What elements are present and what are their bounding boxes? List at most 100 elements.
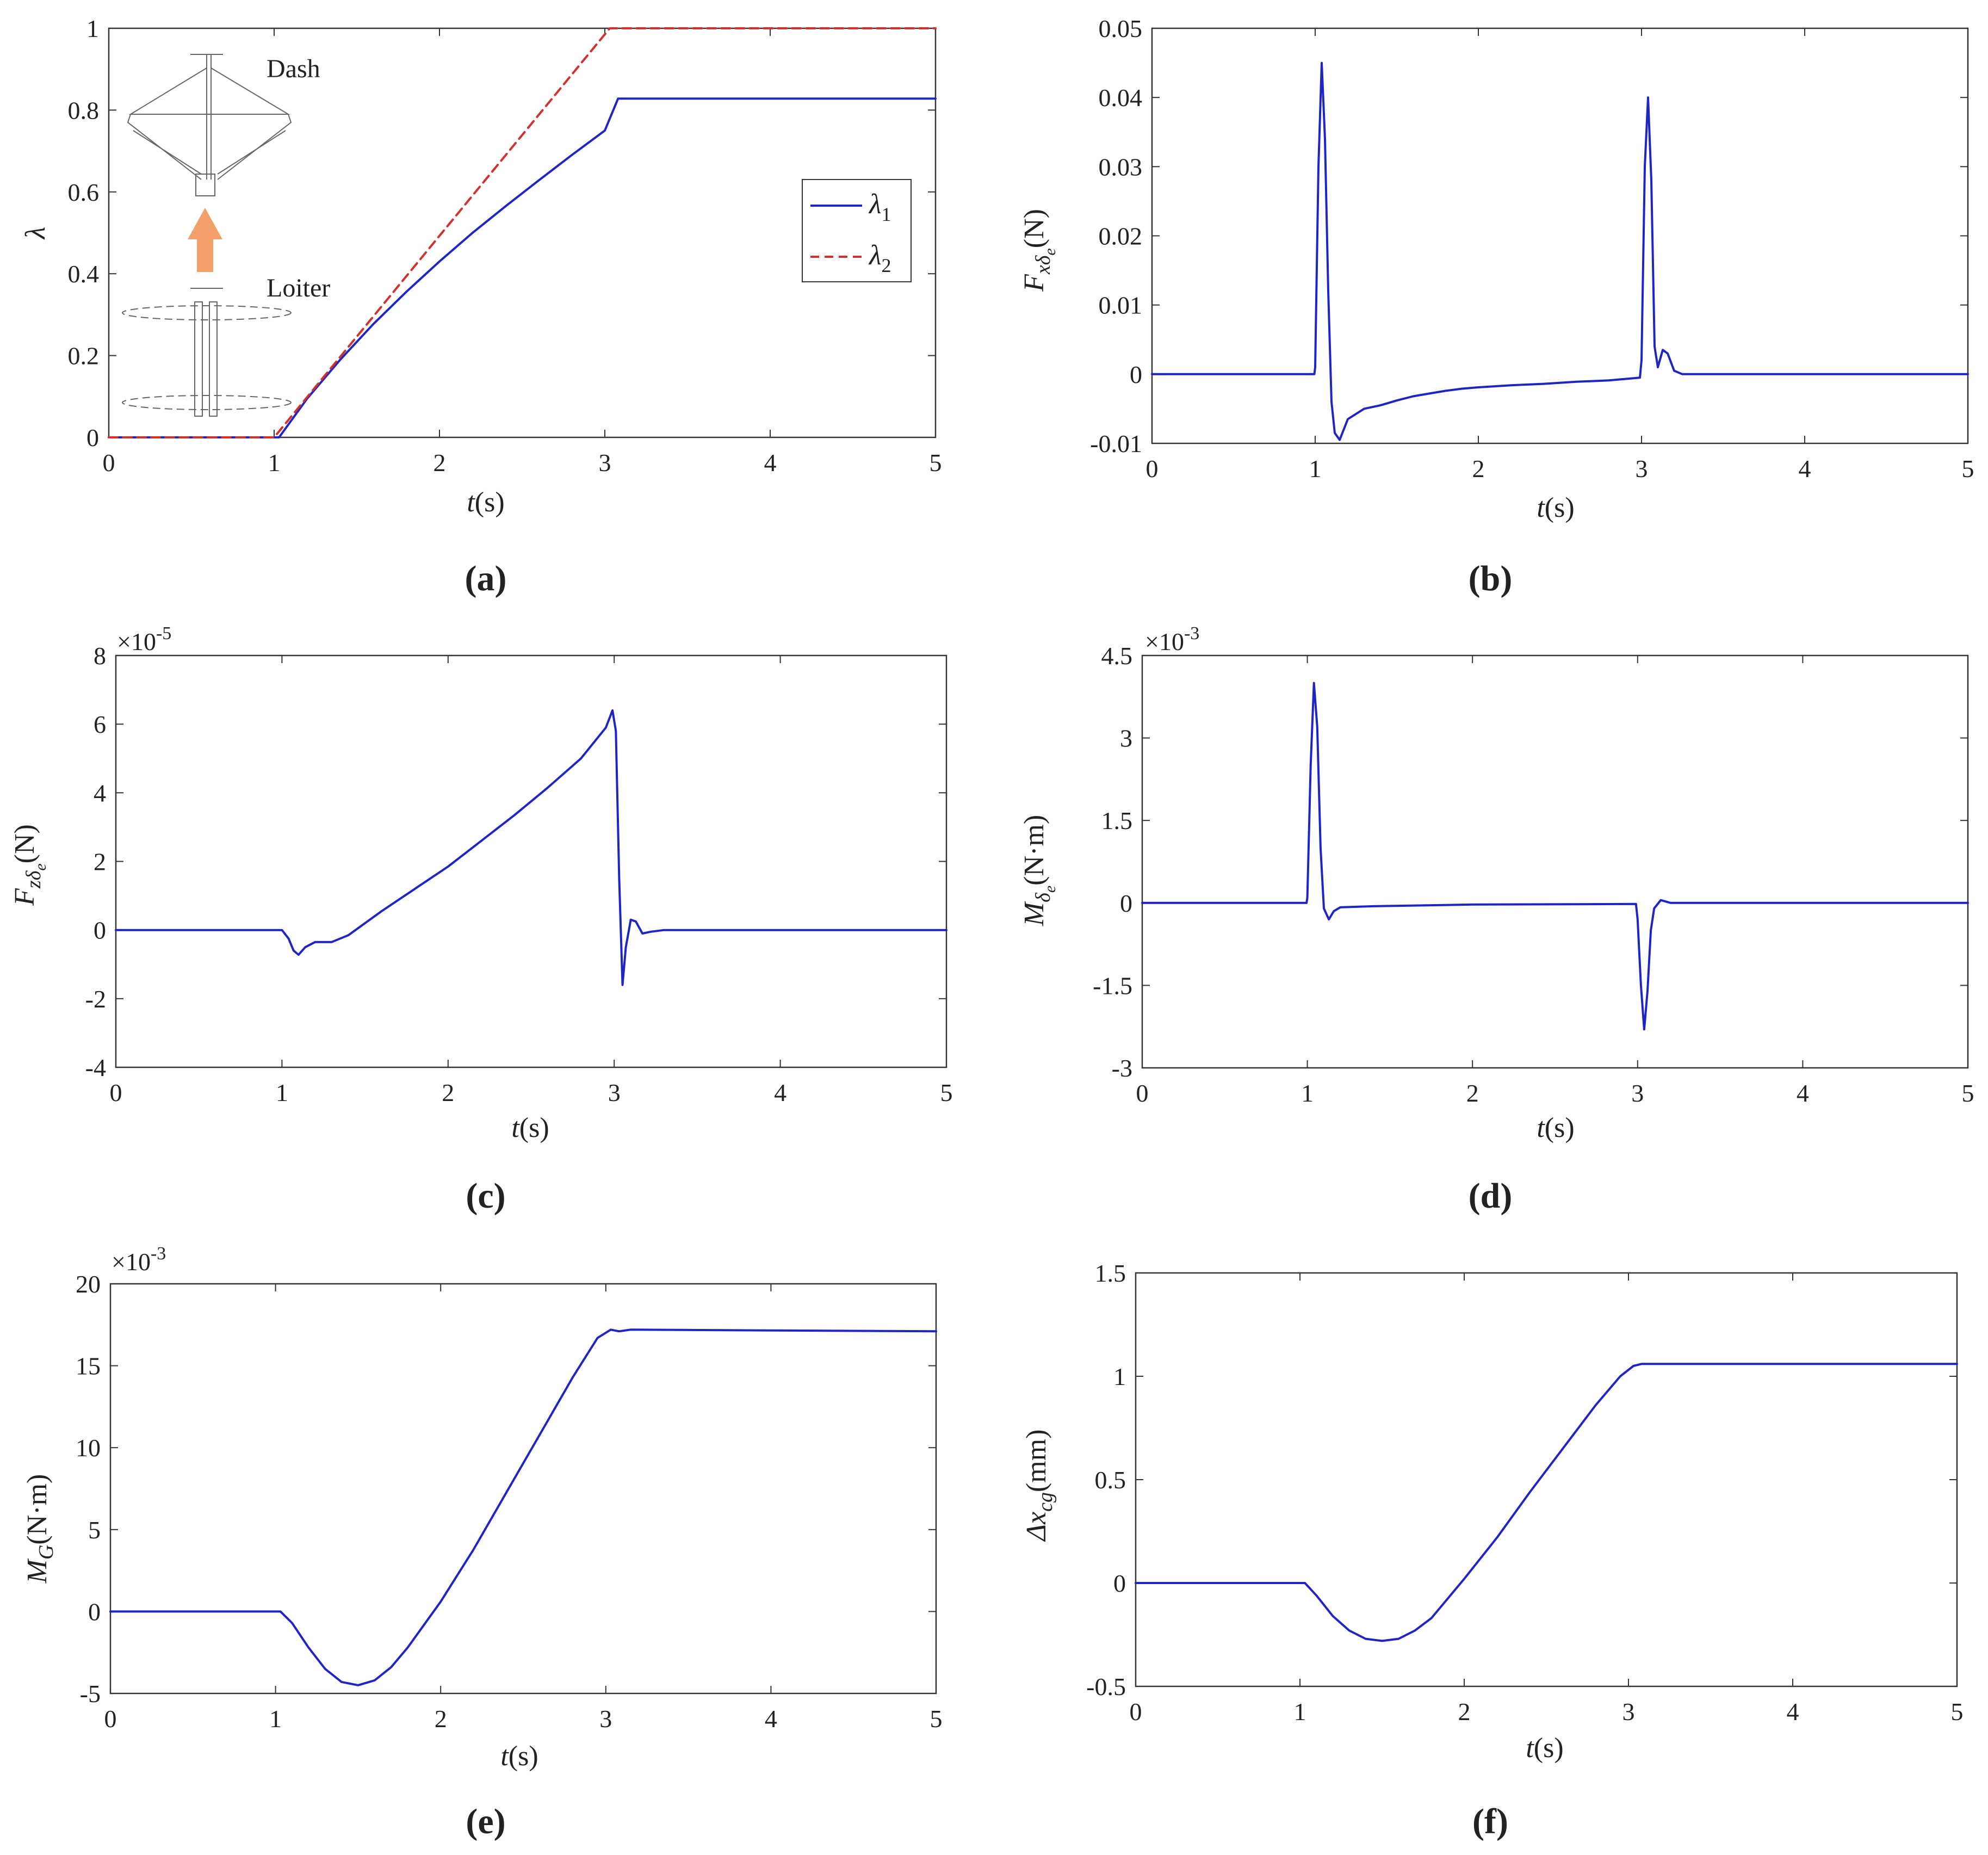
- panel-a-xlabel: t(s): [467, 487, 504, 518]
- panel-b-xtick-label: 2: [1472, 455, 1485, 483]
- panel-e-xtick-label: 4: [765, 1705, 777, 1733]
- panel-b-ytick-label: 0.04: [1099, 84, 1143, 112]
- panel-f-xtick-label: 4: [1787, 1698, 1799, 1726]
- panel-e-ytick-label: 20: [76, 1270, 101, 1298]
- panel-d-series-Mδe: [1141, 682, 1969, 1031]
- panel-f-frame: [1135, 1272, 1958, 1687]
- panel-a-ytick-label: 0: [86, 424, 99, 452]
- panel-f-plot: 0 1 2 3 4 5-0.500.511.5: [1086, 1259, 1963, 1726]
- panel-d-frame: [1141, 654, 1969, 1069]
- panel-c-xtick-label: 5: [940, 1079, 953, 1106]
- panel-b-ytick-label: 0.05: [1099, 15, 1143, 42]
- panel-f-xtick-label: 5: [1951, 1698, 1964, 1726]
- panel-a-ylabel: λ: [20, 227, 51, 240]
- dash-configuration-drawing: [127, 54, 292, 196]
- panel-e-ytick-label: 10: [76, 1434, 101, 1462]
- panel-f-ytick-label: 0.5: [1095, 1466, 1126, 1494]
- panel-b-ytick-label: 0.01: [1099, 292, 1143, 319]
- panel-d-ytick-label: 0: [1120, 889, 1132, 917]
- panel-b-xtick-label: 4: [1799, 455, 1811, 483]
- panel-e-ylabel: MG(N·m): [22, 1474, 58, 1584]
- panel-e-exponent: ×10-3: [112, 1244, 166, 1276]
- panel-c-xtick-label: 3: [608, 1079, 621, 1106]
- panel-c-ytick-label: 8: [94, 642, 106, 670]
- legend-label-lambda1: λ1: [868, 189, 891, 225]
- panel-a: 0 1 2 3 4 5 0 0.2 0.4 0.6 0.8 1 (a) t(s) λ: [20, 15, 942, 598]
- panel-d-ytick-label: 3: [1120, 725, 1132, 752]
- panel-e-xlabel: t(s): [500, 1741, 538, 1772]
- panel-d-xtick-label: 5: [1962, 1079, 1974, 1107]
- panel-d-xtick-label: 1: [1301, 1079, 1314, 1107]
- panel-a-ytick-label: 0.2: [68, 342, 100, 370]
- panel-b-xtick-label: 0: [1146, 455, 1159, 483]
- panel-f-ytick-label: -0.5: [1086, 1673, 1126, 1701]
- panel-c-xlabel: t(s): [511, 1112, 549, 1143]
- panel-d: 0 1 2 3 4 5 -3 -1.5 0 1.5 3 4.5 (d) t(s) ×10-3 Mδe(…: [1019, 623, 1974, 1216]
- panel-b-xtick-label: 1: [1309, 455, 1322, 483]
- panel-e-ytick-label: 5: [88, 1516, 101, 1544]
- panel-b-ytick-label: 0.02: [1099, 222, 1143, 250]
- panel-a-xtick-label: 5: [930, 449, 942, 477]
- panel-d-ylabel: Mδe(N·m): [1019, 815, 1059, 926]
- panel-c-series-Fzδe: [115, 709, 947, 986]
- panel-a-plot: 0 1 2 3 4 5 0 0.2 0.4 0.6 0.8 1: [68, 15, 942, 477]
- panel-f-xtick-label: 1: [1294, 1698, 1306, 1726]
- panel-b-frame: [1151, 27, 1969, 444]
- panel-a-ytick-label: 0.6: [68, 178, 100, 206]
- panel-b-caption: (b): [1469, 559, 1513, 598]
- panel-a-frame: [108, 27, 937, 438]
- panel-c: 0 1 2 3 4 5 -4 -2 0 2 4 6 8 (c) t(s) ×10-5 Fzδe(N): [9, 623, 953, 1216]
- panel-d-xtick-label: 4: [1797, 1079, 1809, 1107]
- panel-e-xtick-label: 3: [599, 1705, 612, 1733]
- panel-c-xtick-label: 4: [774, 1079, 786, 1106]
- panel-c-ytick-label: 4: [94, 779, 106, 807]
- panel-c-xtick-label: 1: [276, 1079, 288, 1106]
- panel-f-caption: (f): [1472, 1802, 1508, 1841]
- panel-d-caption: (d): [1469, 1176, 1513, 1216]
- panel-b-series-Fxδe: [1151, 61, 1969, 441]
- transition-arrow: [188, 208, 222, 272]
- panel-e-series-MG: [109, 1328, 937, 1686]
- dash-label: Dash: [267, 54, 320, 83]
- panel-c-ytick-label: 0: [94, 917, 106, 944]
- panel-e-ytick-label: -5: [80, 1680, 101, 1708]
- panel-e-ytick-label: 15: [76, 1352, 101, 1380]
- panel-b-ytick-label: -0.01: [1090, 430, 1142, 457]
- panel-b-xtick-label: 5: [1962, 455, 1974, 483]
- panel-f-xlabel: t(s): [1526, 1733, 1563, 1764]
- panel-a-xlabel-unit: (s): [475, 487, 505, 518]
- panel-d-xlabel: t(s): [1537, 1112, 1574, 1143]
- panel-a-xtick-label: 4: [764, 449, 777, 477]
- panel-a-xtick-label: 1: [268, 449, 281, 477]
- panel-c-xtick-label: 0: [110, 1079, 122, 1106]
- panel-c-ytick-label: -2: [85, 985, 106, 1013]
- panel-d-xtick-label: 3: [1631, 1079, 1644, 1107]
- panel-d-ytick-label: 4.5: [1101, 642, 1133, 670]
- panel-d-exponent: ×10-3: [1145, 623, 1199, 656]
- panel-a-illustration: Dash Loiter: [122, 54, 330, 417]
- panel-e-xtick-label: 1: [269, 1705, 282, 1733]
- panel-b-ytick-label: 0: [1130, 361, 1142, 388]
- panel-f: 0 1 2 3 4 5-0.500.511.5 (f) t(s) Δxcg(mm): [1021, 1259, 1964, 1841]
- panel-c-ytick-label: -4: [85, 1054, 106, 1081]
- loiter-configuration-drawing: [122, 288, 292, 417]
- panel-d-xtick-label: 0: [1136, 1079, 1149, 1107]
- legend-label-lambda2: λ2: [868, 240, 891, 276]
- panel-b-xtick-label: 3: [1636, 455, 1648, 483]
- panel-f-ytick-label: 1.5: [1095, 1259, 1126, 1287]
- panel-c-plot: 0 1 2 3 4 5 -4 -2 0 2 4 6 8: [85, 642, 953, 1106]
- panel-f-ytick-label: 0: [1113, 1569, 1126, 1597]
- panel-d-ytick-label: -1.5: [1093, 972, 1132, 999]
- panel-f-xtick-label: 0: [1130, 1698, 1142, 1726]
- panel-e-caption: (e): [466, 1802, 505, 1841]
- panel-b-ytick-label: 0.03: [1099, 153, 1143, 181]
- panel-c-ytick-label: 2: [94, 848, 106, 876]
- panel-e-ytick-label: 0: [88, 1598, 101, 1625]
- panel-b-ylabel: Fxδe(N): [1019, 209, 1059, 292]
- panel-a-ytick-label: 1: [86, 15, 99, 42]
- panel-d-ytick-label: -3: [1112, 1054, 1132, 1082]
- panel-c-frame: [115, 654, 947, 1068]
